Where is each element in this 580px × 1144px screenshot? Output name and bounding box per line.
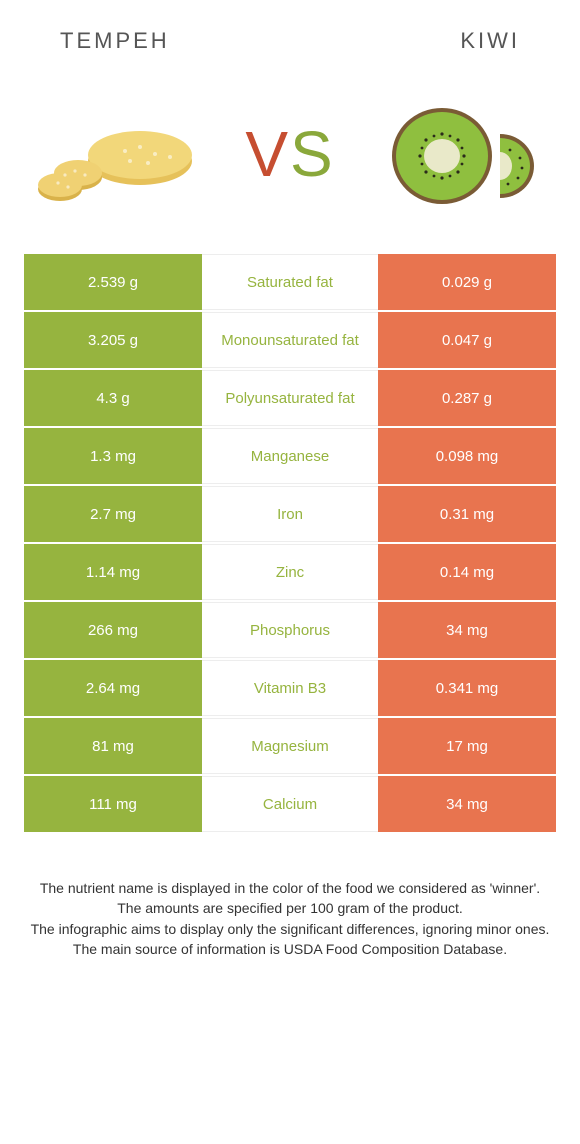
value-left: 1.14 mg [24,544,202,600]
nutrient-row: 81 mgMagnesium17 mg [24,718,556,774]
nutrient-label: Vitamin B3 [202,660,378,716]
footer-line-3: The infographic aims to display only the… [28,919,552,939]
nutrient-row: 2.64 mgVitamin B30.341 mg [24,660,556,716]
value-right: 0.098 mg [378,428,556,484]
footer-line-4: The main source of information is USDA F… [28,939,552,959]
nutrient-row: 266 mgPhosphorus34 mg [24,602,556,658]
value-right: 0.029 g [378,254,556,310]
value-right: 0.14 mg [378,544,556,600]
header: Tempeh Kiwi [0,0,580,54]
nutrient-label: Calcium [202,776,378,832]
nutrient-row: 1.3 mgManganese0.098 mg [24,428,556,484]
hero-row: VS [0,54,580,254]
nutrient-row: 3.205 gMonounsaturated fat0.047 g [24,312,556,368]
value-left: 111 mg [24,776,202,832]
nutrient-label: Magnesium [202,718,378,774]
tempeh-image [30,94,200,214]
value-right: 0.31 mg [378,486,556,542]
nutrient-row: 1.14 mgZinc0.14 mg [24,544,556,600]
nutrient-row: 4.3 gPolyunsaturated fat0.287 g [24,370,556,426]
footer-line-2: The amounts are specified per 100 gram o… [28,898,552,918]
value-right: 0.341 mg [378,660,556,716]
value-right: 34 mg [378,776,556,832]
value-right: 17 mg [378,718,556,774]
footer-line-1: The nutrient name is displayed in the co… [28,878,552,898]
nutrient-label: Polyunsaturated fat [202,370,378,426]
value-right: 34 mg [378,602,556,658]
title-left: Tempeh [60,28,170,54]
value-left: 1.3 mg [24,428,202,484]
vs-v: V [245,118,290,190]
kiwi-image [380,94,550,214]
vs-s: S [290,118,335,190]
value-left: 81 mg [24,718,202,774]
footer-notes: The nutrient name is displayed in the co… [0,834,580,959]
nutrient-label: Manganese [202,428,378,484]
title-right: Kiwi [460,28,520,54]
value-left: 3.205 g [24,312,202,368]
nutrient-label: Phosphorus [202,602,378,658]
value-left: 2.539 g [24,254,202,310]
nutrient-label: Iron [202,486,378,542]
nutrient-label: Saturated fat [202,254,378,310]
nutrient-label: Monounsaturated fat [202,312,378,368]
vs-label: VS [245,117,334,191]
value-right: 0.287 g [378,370,556,426]
value-left: 2.64 mg [24,660,202,716]
value-left: 4.3 g [24,370,202,426]
nutrient-row: 111 mgCalcium34 mg [24,776,556,832]
value-right: 0.047 g [378,312,556,368]
nutrient-row: 2.539 gSaturated fat0.029 g [24,254,556,310]
nutrient-table: 2.539 gSaturated fat0.029 g3.205 gMonoun… [0,254,580,832]
value-left: 2.7 mg [24,486,202,542]
value-left: 266 mg [24,602,202,658]
nutrient-label: Zinc [202,544,378,600]
nutrient-row: 2.7 mgIron0.31 mg [24,486,556,542]
